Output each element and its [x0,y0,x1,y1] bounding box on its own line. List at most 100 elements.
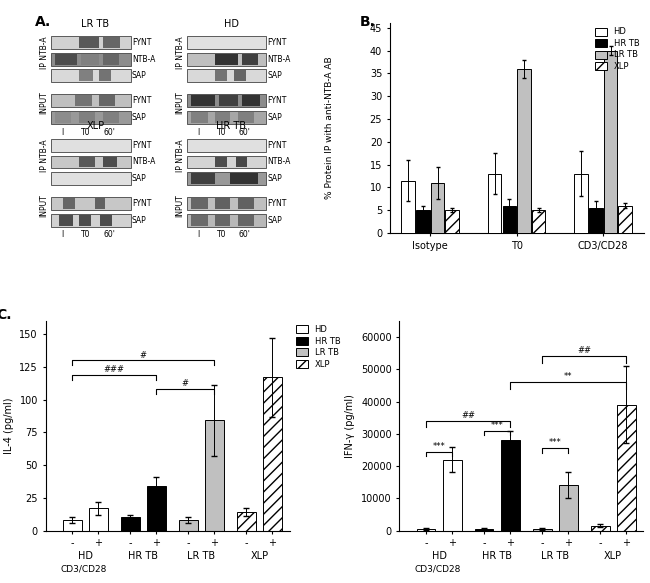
Bar [242,96,260,106]
Text: SAP: SAP [268,113,283,122]
Bar [190,198,208,209]
Bar [239,112,254,123]
Bar [214,215,231,226]
Text: T0: T0 [217,230,226,240]
Text: LR TB: LR TB [541,552,569,561]
Text: FYNT: FYNT [132,199,151,208]
Bar [559,486,578,531]
Text: XLP: XLP [86,121,105,131]
Bar [187,197,266,210]
Text: IP NTB-A: IP NTB-A [176,139,185,171]
Bar [214,157,226,167]
Text: FYNT: FYNT [268,199,287,208]
Text: SAP: SAP [268,174,283,183]
Text: FYNT: FYNT [132,38,151,47]
Bar [218,96,239,106]
Bar [231,173,259,184]
Bar [205,420,224,531]
Text: I: I [62,128,64,137]
Text: I: I [62,230,64,240]
Text: NTB-A: NTB-A [132,55,155,64]
Y-axis label: IL-4 (pg/ml): IL-4 (pg/ml) [4,398,14,454]
Bar [55,54,77,65]
Text: FYNT: FYNT [132,141,151,150]
Y-axis label: % Protein IP with anti-NTB-A AB: % Protein IP with anti-NTB-A AB [325,57,334,199]
Text: IP NTB-A: IP NTB-A [40,139,49,171]
Bar [187,111,266,124]
Text: I: I [198,230,200,240]
Bar [532,210,545,233]
Bar [58,215,73,226]
Bar [99,71,111,82]
Bar [51,53,131,66]
Bar [237,512,255,531]
Bar [517,69,531,233]
Text: XLP: XLP [604,552,622,561]
Bar [187,94,266,107]
Bar [103,157,117,167]
Bar [103,37,120,48]
Text: HR TB: HR TB [128,552,158,561]
Bar [81,54,99,65]
Bar [187,69,266,82]
Bar [190,173,214,184]
Text: ##: ## [461,411,475,420]
Text: SAP: SAP [268,216,283,224]
Bar [239,198,254,209]
Bar [263,377,281,531]
Bar [51,139,131,152]
Bar [147,486,166,531]
Bar [75,96,92,106]
Bar [79,37,99,48]
Bar [488,174,501,233]
Bar [51,197,131,210]
Bar [179,520,198,531]
Bar [618,206,632,233]
Text: T0: T0 [81,230,90,240]
Bar [89,508,108,531]
Bar [187,36,266,49]
Bar [445,210,459,233]
Bar [190,112,208,123]
Bar [443,459,462,531]
Bar [79,71,93,82]
Text: XLP: XLP [250,552,268,561]
Bar [79,215,90,226]
Text: ##: ## [577,346,592,356]
Text: SAP: SAP [132,72,147,80]
Bar [99,96,114,106]
Bar [100,215,112,226]
Bar [51,214,131,227]
Text: **: ** [564,372,573,381]
Text: FYNT: FYNT [268,38,287,47]
Bar [500,440,519,531]
Text: ***: *** [433,441,445,451]
Bar [79,112,95,123]
Text: HD: HD [432,552,447,561]
Bar [63,198,75,209]
Bar [187,156,266,168]
Text: INPUT: INPUT [40,194,49,217]
Bar [187,214,266,227]
Text: NTB-A: NTB-A [268,157,291,167]
Bar [51,36,131,49]
Text: 60': 60' [103,230,115,240]
Bar [417,529,436,531]
Text: FYNT: FYNT [132,96,151,106]
Bar [474,529,493,531]
Text: C.: C. [0,308,12,322]
Text: INPUT: INPUT [40,91,49,114]
Text: HD: HD [224,19,239,29]
Text: FYNT: FYNT [268,141,287,150]
Legend: HD, HR TB, LR TB, XLP: HD, HR TB, LR TB, XLP [595,27,640,71]
Bar [51,94,131,107]
Text: ###: ### [104,365,125,374]
Bar [214,112,231,123]
Text: HR TB: HR TB [216,121,246,131]
Text: #: # [182,380,188,388]
Text: IP NTB-A: IP NTB-A [40,36,49,69]
Y-axis label: IFN-γ (pg/ml): IFN-γ (pg/ml) [345,394,356,458]
Bar [575,174,588,233]
Bar [190,215,208,226]
Text: I: I [198,128,200,137]
